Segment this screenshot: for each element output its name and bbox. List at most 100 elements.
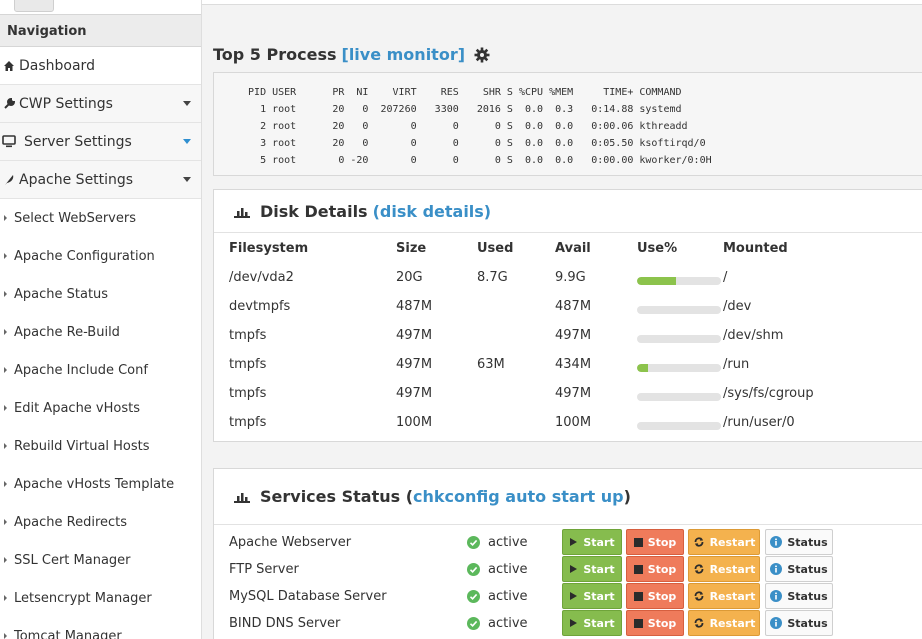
refresh-icon	[693, 536, 705, 548]
stop-button[interactable]: Stop	[626, 556, 684, 582]
sidebar-subitem-label: SSL Cert Manager	[14, 552, 131, 568]
sidebar-item-cwp-settings[interactable]: CWP Settings	[0, 85, 201, 123]
info-icon	[770, 590, 783, 602]
start-button[interactable]: Start	[562, 610, 622, 636]
status-button[interactable]: Status	[765, 610, 833, 636]
disk-filesystem: devtmpfs	[229, 299, 291, 314]
play-icon	[569, 591, 578, 601]
restart-button[interactable]: Restart	[688, 610, 760, 636]
chkconfig-link[interactable]: chkconfig auto start up	[413, 487, 624, 506]
caret-right-icon	[4, 405, 7, 411]
start-label: Start	[583, 616, 615, 630]
sidebar-subitem-label: Select WebServers	[14, 210, 136, 226]
sidebar-item-apache-settings[interactable]: Apache Settings	[0, 161, 201, 199]
disk-mounted: /run/user/0	[723, 415, 795, 430]
col-used: Used	[477, 241, 514, 256]
service-status: active	[467, 616, 528, 631]
service-status-text: active	[488, 589, 528, 604]
disk-filesystem: tmpfs	[229, 415, 267, 430]
sidebar-subitem[interactable]: Tomcat Manager	[0, 617, 201, 639]
disk-details-link[interactable]: (disk details)	[372, 201, 492, 221]
restart-button[interactable]: Restart	[688, 529, 760, 555]
service-name: Apache Webserver	[229, 535, 352, 550]
start-label: Start	[583, 589, 615, 603]
caret-right-icon	[4, 253, 7, 259]
disk-size: 497M	[396, 357, 433, 372]
stop-button[interactable]: Stop	[626, 610, 684, 636]
stop-label: Stop	[647, 589, 677, 603]
disk-usage-bar	[637, 335, 721, 343]
status-label: Status	[787, 535, 828, 549]
service-row: FTP Server active Start Stop Restart Status	[229, 556, 869, 583]
stop-button[interactable]: Stop	[626, 583, 684, 609]
process-output: PID USER PR NI VIRT RES SHR S %CPU %MEM …	[248, 87, 712, 166]
chevron-down-icon	[183, 139, 191, 144]
sidebar-subitem[interactable]: Apache Redirects	[0, 503, 201, 541]
live-monitor-link[interactable]: [live monitor]	[341, 45, 466, 64]
disk-usage-fill	[637, 277, 677, 285]
status-button[interactable]: Status	[765, 583, 833, 609]
sidebar-toggle-button[interactable]	[14, 0, 54, 12]
sidebar: Navigation Dashboard CWP Settings Server…	[0, 0, 202, 639]
sidebar-subitem[interactable]: Rebuild Virtual Hosts	[0, 427, 201, 465]
play-icon	[569, 564, 578, 574]
sidebar-subitem[interactable]: Apache Re-Build	[0, 313, 201, 351]
stop-label: Stop	[647, 616, 677, 630]
process-output-box: PID USER PR NI VIRT RES SHR S %CPU %MEM …	[213, 72, 922, 176]
disk-filesystem: tmpfs	[229, 386, 267, 401]
sidebar-subitem[interactable]: Letsencrypt Manager	[0, 579, 201, 617]
sidebar-top	[0, 0, 201, 14]
sidebar-subitem[interactable]: Apache vHosts Template	[0, 465, 201, 503]
sidebar-subitem[interactable]: Select WebServers	[0, 199, 201, 237]
sidebar-subitem[interactable]: Edit Apache vHosts	[0, 389, 201, 427]
service-status: active	[467, 535, 528, 550]
feather-icon	[2, 173, 16, 187]
start-button[interactable]: Start	[562, 583, 622, 609]
disk-size: 20G	[396, 270, 423, 285]
sidebar-subitem[interactable]: SSL Cert Manager	[0, 541, 201, 579]
disk-details-title: Disk Details	[260, 201, 368, 221]
service-status: active	[467, 562, 528, 577]
sidebar-subitem-label: Apache vHosts Template	[14, 476, 175, 492]
disk-mounted: /run	[723, 357, 750, 372]
check-circle-icon	[467, 563, 480, 576]
info-icon	[770, 617, 783, 629]
stop-button[interactable]: Stop	[626, 529, 684, 555]
service-name: MySQL Database Server	[229, 589, 387, 604]
status-label: Status	[787, 616, 828, 630]
disk-filesystem: tmpfs	[229, 328, 267, 343]
sidebar-subitem-label: Letsencrypt Manager	[14, 590, 152, 606]
sidebar-item-dashboard[interactable]: Dashboard	[0, 47, 201, 85]
disk-size: 100M	[396, 415, 433, 430]
caret-right-icon	[4, 367, 7, 373]
disk-details-card: Disk Details (disk details) Filesystem S…	[213, 189, 922, 442]
service-row: MySQL Database Server active Start Stop Rest…	[229, 583, 869, 610]
info-icon	[770, 563, 783, 575]
restart-button[interactable]: Restart	[688, 583, 760, 609]
caret-right-icon	[4, 329, 7, 335]
sidebar-subitem[interactable]: Apache Status	[0, 275, 201, 313]
sidebar-subitem[interactable]: Apache Include Conf	[0, 351, 201, 389]
start-button[interactable]: Start	[562, 556, 622, 582]
service-status-text: active	[488, 535, 528, 550]
disk-avail: 487M	[555, 299, 592, 314]
start-button[interactable]: Start	[562, 529, 622, 555]
status-button[interactable]: Status	[765, 556, 833, 582]
service-row: Apache Webserver active Start Stop Restart St…	[229, 529, 869, 556]
services-title-prefix: Services Status (	[260, 487, 414, 506]
disk-mounted: /dev	[723, 299, 752, 314]
col-filesystem: Filesystem	[229, 241, 309, 256]
restart-button[interactable]: Restart	[688, 556, 760, 582]
status-button[interactable]: Status	[765, 529, 833, 555]
service-name: FTP Server	[229, 562, 299, 577]
sidebar-item-label: Apache Settings	[19, 171, 134, 188]
gear-icon[interactable]	[474, 47, 490, 63]
sidebar-subitem-label: Apache Configuration	[14, 248, 155, 264]
monitor-icon	[2, 135, 16, 149]
play-icon	[569, 618, 578, 628]
disk-usage-bar	[637, 277, 721, 285]
sidebar-item-server-settings[interactable]: Server Settings	[0, 123, 201, 161]
top-strip	[202, 0, 922, 5]
sidebar-subitem[interactable]: Apache Configuration	[0, 237, 201, 275]
disk-avail: 434M	[555, 357, 592, 372]
